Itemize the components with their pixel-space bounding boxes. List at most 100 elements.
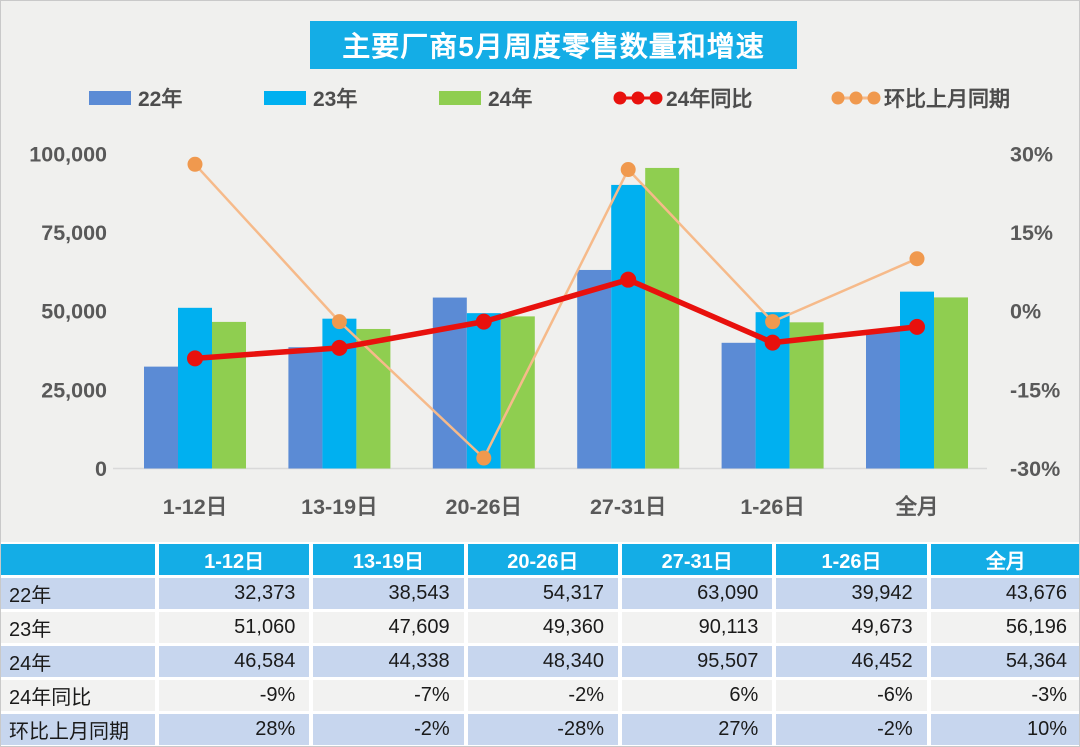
bar-22年-1-26日 — [721, 342, 756, 469]
left-axis-tick-label: 75,000 — [41, 221, 107, 245]
marker-24年同比-27-31日 — [620, 271, 637, 288]
legend-label: 环比上月同期 — [884, 88, 1010, 111]
table-cell: 46,452 — [776, 646, 927, 677]
table-cell: 95,507 — [621, 646, 773, 677]
legend-item-22年: 22年 — [89, 85, 182, 111]
legend-item-23年: 23年 — [264, 85, 357, 111]
data-table: 1-12日 13-19日 20-26日 27-31日 1-26日 全月 22年 32,373 3… — [1, 542, 1079, 746]
bar-24年-13-19日 — [356, 328, 391, 469]
table-cell: 43,676 — [930, 578, 1079, 609]
legend-item-24年: 24年 — [439, 85, 532, 111]
table-cell: 27% — [621, 714, 773, 745]
table-cell: 38,543 — [313, 578, 464, 609]
legend-label: 23年 — [313, 88, 358, 111]
table-row-label: 24年同比 — [1, 680, 155, 711]
left-axis-tick-label: 25,000 — [41, 378, 107, 402]
table-cell: -28% — [467, 714, 618, 745]
table-cell: 39,942 — [776, 578, 927, 609]
legend-label: 24年同比 — [666, 88, 753, 111]
legend-label: 24年 — [488, 88, 533, 111]
table-cell: -2% — [776, 714, 927, 745]
bar-22年-27-31日 — [577, 269, 612, 469]
bar-23年-27-31日 — [611, 184, 646, 469]
marker-24年同比-13-19日 — [331, 339, 348, 356]
table-cell: 49,673 — [776, 612, 927, 643]
legend-item-环比上月同期: 环比上月同期 — [831, 85, 1010, 111]
table-cell: 10% — [930, 714, 1079, 745]
legend-line-marker-icon — [831, 91, 881, 105]
left-axis-tick-label: 50,000 — [41, 300, 107, 324]
chart-legend: 22年 23年 24年 24年同比 环比上月同期 — [1, 85, 1079, 111]
x-axis-category-label: 1-12日 — [163, 495, 228, 519]
combo-chart: 100,000 75,000 50,000 25,000 0 30% 15% 0% -15% -3… — [29, 142, 1060, 519]
right-axis-tick-label: 30% — [1010, 142, 1053, 166]
legend-line-marker-icon — [613, 91, 663, 105]
table-cell: 54,317 — [467, 578, 618, 609]
table-cell: 54,364 — [930, 646, 1079, 677]
table-cell: -7% — [313, 680, 464, 711]
line-24年同比 — [194, 276, 918, 362]
table-cell: -3% — [930, 680, 1079, 711]
table-cell: 63,090 — [621, 578, 773, 609]
table-cell: 90,113 — [621, 612, 773, 643]
legend-label: 22年 — [138, 88, 183, 111]
bar-23年-全月 — [900, 291, 934, 469]
table-header-cell: 27-31日 — [621, 544, 773, 575]
bar-23年-20-26日 — [466, 313, 501, 469]
legend-swatch-icon — [264, 91, 306, 105]
marker-环比上月同期-1-26日 — [765, 314, 781, 330]
table-header-cell: 1-12日 — [159, 544, 310, 575]
table-cell: 44,338 — [313, 646, 464, 677]
x-axis-category-label: 20-26日 — [446, 495, 523, 519]
table-header-cell: 1-26日 — [776, 544, 927, 575]
bar-22年-全月 — [866, 331, 900, 469]
marker-环比上月同期-20-26日 — [476, 450, 492, 466]
table-header-cell: 全月 — [930, 544, 1079, 575]
right-axis-tick-label: 0% — [1010, 300, 1041, 324]
table-cell: -9% — [159, 680, 310, 711]
x-axis-category-label: 1-26日 — [740, 495, 805, 519]
table-corner-cell — [1, 544, 155, 575]
right-axis-tick-label: 15% — [1010, 221, 1053, 245]
legend-swatch-icon — [439, 91, 481, 105]
x-axis-category-label: 13-19日 — [301, 495, 378, 519]
x-axis-category-label: 全月 — [894, 494, 938, 519]
bar-24年-27-31日 — [645, 167, 680, 469]
legend-swatch-icon — [89, 91, 131, 105]
table-cell: -2% — [313, 714, 464, 745]
bar-22年-1-12日 — [144, 366, 178, 469]
bar-23年-1-12日 — [178, 307, 212, 469]
table-row-label: 24年 — [1, 646, 155, 677]
marker-24年同比-20-26日 — [475, 313, 492, 330]
bar-22年-13-19日 — [288, 347, 323, 469]
table-cell: 28% — [159, 714, 310, 745]
table-cell: -6% — [776, 680, 927, 711]
table-cell: 56,196 — [930, 612, 1079, 643]
table-row-label: 23年 — [1, 612, 155, 643]
page-title: 主要厂商5月周度零售数量和增速 — [310, 21, 797, 69]
bar-24年-全月 — [934, 297, 968, 469]
legend-item-24年同比: 24年同比 — [613, 85, 752, 111]
table-header-cell: 20-26日 — [467, 544, 618, 575]
table-cell: 49,360 — [467, 612, 618, 643]
bar-24年-1-26日 — [789, 322, 824, 469]
marker-环比上月同期-13-19日 — [331, 314, 347, 330]
table-row-label: 22年 — [1, 578, 155, 609]
table-cell: -2% — [467, 680, 618, 711]
marker-24年同比-1-12日 — [187, 350, 203, 367]
right-axis-tick-label: -30% — [1010, 457, 1060, 481]
left-axis-tick-label: 0 — [95, 457, 107, 481]
marker-环比上月同期-27-31日 — [620, 162, 636, 178]
marker-24年同比-全月 — [909, 318, 925, 335]
table-cell: 6% — [621, 680, 773, 711]
x-axis-category-label: 27-31日 — [590, 495, 667, 519]
table-row-label: 环比上月同期 — [1, 714, 155, 745]
table-cell: 51,060 — [159, 612, 310, 643]
table-cell: 47,609 — [313, 612, 464, 643]
marker-24年同比-1-26日 — [764, 334, 781, 351]
right-axis-tick-label: -15% — [1010, 378, 1060, 402]
table-cell: 32,373 — [159, 578, 310, 609]
line-环比上月同期 — [194, 163, 918, 460]
marker-环比上月同期-全月 — [909, 251, 925, 267]
